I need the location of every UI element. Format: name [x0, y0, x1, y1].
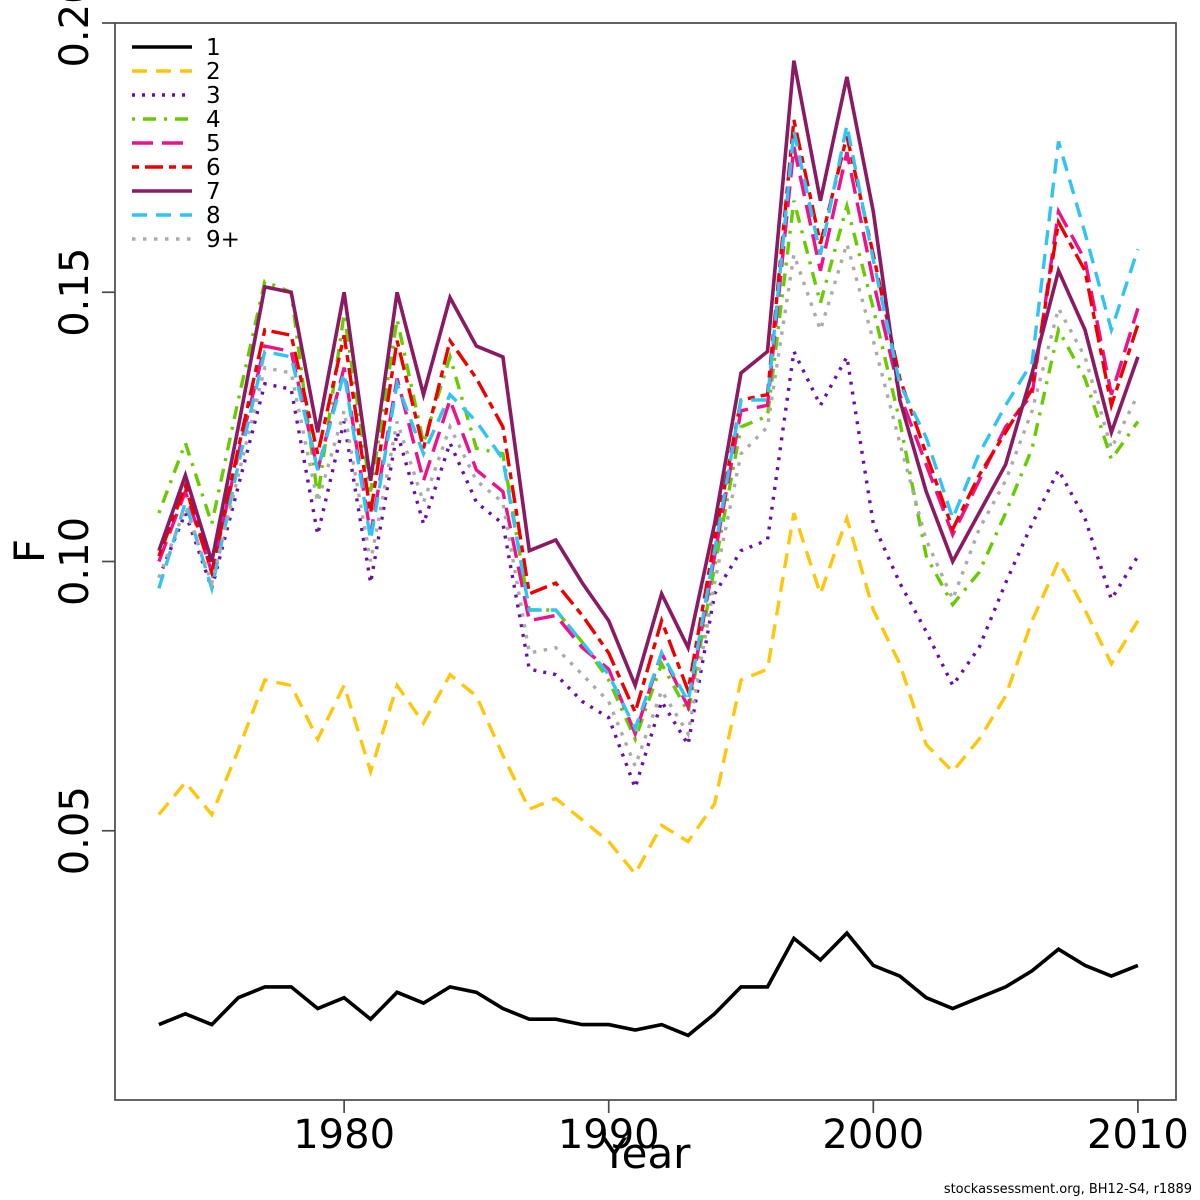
legend-label-1: 1	[206, 35, 221, 61]
legend-item-2: 2	[132, 59, 221, 85]
legend-item-9+: 9+	[132, 227, 240, 253]
legend-item-6: 6	[132, 155, 221, 181]
legend-label-3: 3	[206, 83, 221, 109]
legend-label-2: 2	[206, 59, 221, 85]
legend-label-4: 4	[206, 107, 221, 133]
x-tick-label: 2010	[1087, 1112, 1189, 1158]
y-tick-label: 0.15	[52, 248, 98, 337]
plot-box	[114, 22, 1177, 1101]
series-line-1	[158, 930, 1139, 1038]
series-line-9+	[157, 237, 1140, 771]
x-tick-label: 1990	[558, 1112, 660, 1158]
footer-attribution: stockassessment.org, BH12-S4, r1889	[944, 1182, 1192, 1197]
legend-item-4: 4	[132, 107, 221, 133]
legend-label-8: 8	[206, 203, 221, 229]
legend-item-1: 1	[132, 35, 221, 61]
legend-item-3: 3	[132, 83, 221, 109]
y-axis-title: F	[5, 539, 54, 563]
series-line-8	[157, 124, 1140, 733]
series-line-4	[157, 199, 1140, 744]
axes-layer: 1980 1990 2000 2010 0.05 0.10 0.15 0.20	[52, 0, 1189, 1158]
y-tick-label: 0.05	[52, 786, 98, 875]
series-layer	[157, 60, 1140, 1038]
series-line-3	[157, 345, 1140, 793]
series-line-6	[157, 119, 1140, 718]
x-tick-label: 1980	[293, 1112, 395, 1158]
legend-item-7: 7	[132, 179, 221, 205]
legend-label-6: 6	[206, 155, 221, 181]
x-tick-label: 2000	[822, 1112, 924, 1158]
series-line-7	[157, 60, 1140, 691]
legend-item-5: 5	[132, 131, 221, 157]
legend-item-8: 8	[132, 203, 221, 229]
x-axis-title: Year	[601, 1129, 692, 1178]
legend-label-5: 5	[206, 131, 221, 157]
y-tick-label: 0.10	[52, 517, 98, 606]
y-tick-label: 0.20	[52, 0, 98, 68]
legend-label-9+: 9+	[206, 227, 240, 253]
series-line-2	[157, 512, 1140, 877]
legend-label-7: 7	[206, 179, 221, 205]
